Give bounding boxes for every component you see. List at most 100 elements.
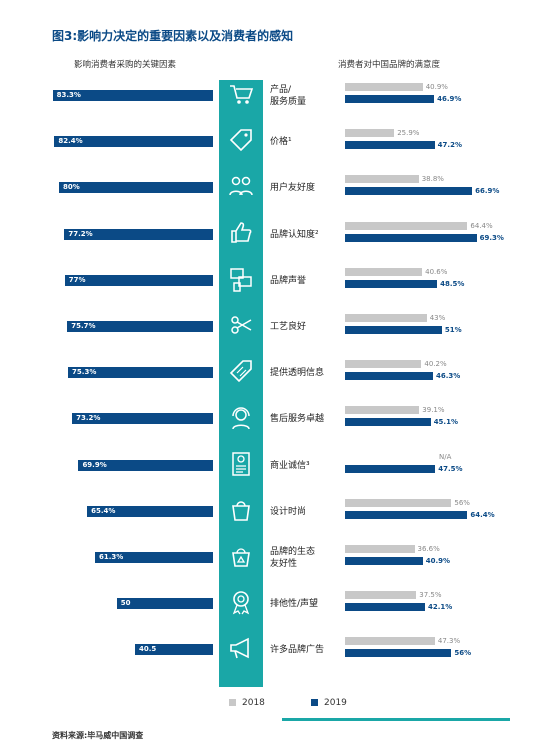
cart-icon (230, 85, 254, 104)
satisfaction-bar-2018 (345, 360, 422, 369)
megaphone-icon (230, 638, 249, 659)
key-factor-bar: 61.3% (94, 552, 213, 563)
satisfaction-label-2019: 64.4% (470, 510, 495, 519)
category-label: 商业诚信³ (270, 460, 310, 471)
satisfaction-label-2018: N/A (439, 452, 452, 461)
satisfaction-bar-2018 (345, 175, 419, 184)
legend-2018-label: 2018 (242, 698, 265, 708)
satisfaction-bar-2019 (345, 510, 468, 519)
legend-2018: 2018 (229, 698, 265, 708)
satisfaction-bar-2018 (345, 83, 423, 91)
satisfaction-bar-2018 (345, 314, 427, 322)
certificate-icon (232, 451, 250, 476)
category-label: 用户友好度 (270, 183, 316, 194)
category-label: 售后服务卓越 (270, 414, 325, 425)
award-medal-icon (232, 591, 250, 615)
legend-2019: 2019 (311, 698, 347, 708)
satisfaction-label-2018: 38.8% (421, 175, 444, 184)
satisfaction-label-2019: 46.3% (435, 372, 461, 381)
satisfaction-label-2018: 40.2% (424, 360, 447, 369)
satisfaction-bar-2019 (345, 649, 452, 658)
info-tag-icon (229, 360, 252, 383)
satisfaction-label-2018: 64.4% (470, 221, 493, 230)
legend-2019-swatch (311, 699, 318, 706)
satisfaction-label-2018: 40.9% (425, 83, 448, 91)
satisfaction-label-2018: 39.1% (422, 406, 445, 415)
category-label: 品牌认知度² (270, 229, 319, 240)
satisfaction-bar-2019 (345, 95, 435, 103)
key-factor-bar: 75.3% (68, 367, 213, 379)
key-factor-bar: 82.4% (54, 136, 213, 148)
satisfaction-label-2019: 66.9% (475, 187, 500, 196)
satisfaction-label-2019: 40.9% (425, 557, 450, 565)
category-label: 提供透明信息 (270, 368, 325, 379)
satisfaction-label-2019: 42.1% (427, 603, 453, 612)
satisfaction-bar-2018 (345, 406, 420, 415)
satisfaction-label-2019: 56% (454, 649, 472, 658)
satisfaction-bar-2019 (345, 464, 436, 473)
satisfaction-label-2018: 37.5% (419, 591, 442, 600)
satisfaction-bar-2018 (345, 221, 468, 230)
satisfaction-bar-2019 (345, 279, 438, 288)
satisfaction-bar-2019 (345, 326, 442, 334)
satisfaction-label-2019: 69.3% (479, 233, 504, 242)
satisfaction-label-2018: 56% (454, 498, 470, 507)
satisfaction-bar-2018 (345, 498, 452, 507)
key-factor-bar: 50 (116, 598, 213, 610)
category-label: 品牌声誉 (270, 275, 307, 286)
key-factor-bar: 83.3% (52, 90, 213, 101)
key-factor-bar: 80% (59, 182, 213, 194)
category-label: 价格¹ (270, 137, 292, 148)
headset-icon (232, 407, 250, 430)
eco-bag-icon (232, 548, 250, 567)
satisfaction-bar-2018 (345, 545, 415, 553)
satisfaction-bar-2019 (345, 141, 435, 150)
category-label: 许多品牌广告 (270, 645, 325, 656)
satisfaction-bar-2019 (345, 233, 477, 242)
satisfaction-label-2018: 36.6% (417, 545, 440, 553)
category-label: 品牌的生态 友好性 (270, 547, 316, 569)
satisfaction-label-2018: 40.6% (425, 267, 448, 276)
category-label: 排他性/声望 (270, 599, 319, 610)
key-factor-bar: 75.7% (67, 321, 213, 332)
price-tag-icon (229, 129, 252, 152)
satisfaction-bar-2019 (345, 372, 433, 381)
satisfaction-label-2019: 45.1% (433, 418, 458, 427)
satisfaction-bar-2019 (345, 418, 431, 427)
thumbs-up-icon (231, 221, 252, 243)
satisfaction-label-2018: 47.3% (437, 637, 461, 646)
category-label: 产品/服务质量 (270, 85, 307, 107)
satisfaction-label-2018: 25.9% (397, 129, 420, 138)
page-title: 图3:影响力决定的重要因素以及消费者的感知 (52, 29, 294, 43)
satisfaction-bar-2018 (345, 129, 395, 138)
key-factor-bar: 65.4% (87, 505, 213, 517)
icon-band (219, 80, 263, 687)
key-factor-bar: 69.9% (78, 459, 213, 471)
left-subtitle: 影响消费者采购的关键因素 (74, 60, 177, 70)
right-subtitle: 消费者对中国品牌的满意度 (338, 60, 441, 70)
satisfaction-bar-2018 (345, 591, 417, 600)
satisfaction-label-2019: 48.5% (440, 279, 465, 288)
key-factor-bar: 40.5 (135, 644, 213, 656)
reputation-icon (230, 268, 252, 292)
category-label: 工艺良好 (270, 322, 307, 332)
source-note: 资料来源:毕马威中国调查 (52, 731, 144, 740)
category-label: 设计时尚 (270, 506, 307, 517)
satisfaction-label-2018: 43% (429, 314, 446, 322)
scissors-icon (231, 316, 252, 334)
footer-line (282, 718, 510, 721)
satisfaction-label-2019: 46.9% (437, 95, 462, 103)
legend-2018-swatch (229, 699, 236, 706)
satisfaction-bar-2019 (345, 187, 473, 196)
legend-2019-label: 2019 (324, 698, 347, 708)
key-factor-bar: 77% (64, 274, 213, 286)
shopping-bag-icon (232, 501, 250, 521)
key-factor-bar: 73.2% (72, 413, 213, 425)
key-factor-bar: 77.2% (64, 228, 213, 240)
satisfaction-bar-2018 (345, 267, 423, 276)
satisfaction-bar-2019 (345, 603, 425, 612)
satisfaction-label-2019: 47.2% (437, 141, 462, 150)
satisfaction-label-2019: 51% (444, 326, 462, 334)
satisfaction-label-2019: 47.5% (438, 464, 463, 473)
satisfaction-bar-2018 (345, 637, 435, 646)
